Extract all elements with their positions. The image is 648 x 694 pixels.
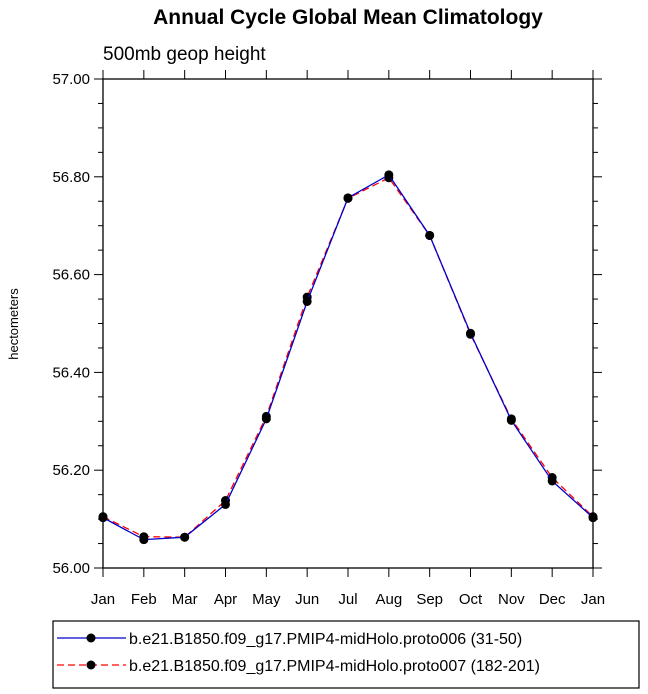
- data-point: [466, 328, 475, 338]
- legend-label: b.e21.B1850.f09_g17.PMIP4-midHolo.proto0…: [129, 631, 522, 648]
- series-line: [102, 176, 594, 538]
- x-tick-label: Oct: [459, 591, 483, 608]
- legend-swatch-marker: [86, 633, 96, 643]
- plot-frame: [102, 78, 594, 569]
- y-tick-label: 56.40: [52, 364, 90, 381]
- data-point: [221, 499, 230, 509]
- legend-label: b.e21.B1850.f09_g17.PMIP4-midHolo.proto0…: [129, 658, 540, 675]
- x-tick-label: Apr: [214, 591, 237, 608]
- data-point: [384, 170, 394, 180]
- x-tick-label: May: [252, 591, 281, 608]
- y-tick-label: 56.20: [52, 462, 90, 479]
- data-point: [588, 513, 598, 523]
- y-tick-label: 57.00: [52, 71, 90, 88]
- x-tick-label: Jun: [295, 591, 319, 608]
- series-line: [102, 173, 594, 541]
- x-tick-label: Feb: [131, 591, 157, 608]
- legend-swatch-marker: [86, 660, 96, 670]
- series-layer: [98, 170, 598, 545]
- x-tick-label: Jan: [91, 591, 115, 608]
- data-point: [425, 230, 435, 240]
- x-tick-label: Jan: [581, 591, 605, 608]
- x-tick-label: Sep: [416, 591, 443, 608]
- data-point: [547, 476, 557, 486]
- data-point: [180, 532, 190, 542]
- legend-box: [52, 620, 640, 689]
- y-axis-label: hectometers: [6, 288, 21, 360]
- x-tick-label: Mar: [172, 591, 198, 608]
- plot-axes: 56.00 56.20 56.40 56.60 56.80 57.00 Jan Feb Mar A…: [52, 70, 605, 608]
- y-tick-label: 56.60: [52, 267, 90, 284]
- data-point: [98, 513, 108, 523]
- data-point: [261, 414, 271, 424]
- x-tick-label: Aug: [375, 591, 402, 608]
- chart-title: Annual Cycle Global Mean Climatology: [153, 6, 543, 29]
- data-point: [506, 415, 516, 425]
- x-tick-label: Dec: [539, 591, 566, 608]
- data-point: [139, 535, 149, 545]
- data-point: [343, 193, 353, 203]
- y-tick-label: 56.00: [52, 560, 90, 577]
- x-tick-label: Nov: [498, 591, 525, 608]
- data-point: [302, 296, 312, 306]
- x-tick-label: Jul: [338, 591, 357, 608]
- chart-subtitle: 500mb geop height: [103, 44, 266, 65]
- y-tick-label: 56.80: [52, 169, 90, 186]
- legend: b.e21.B1850.f09_g17.PMIP4-midHolo.proto0…: [52, 620, 640, 689]
